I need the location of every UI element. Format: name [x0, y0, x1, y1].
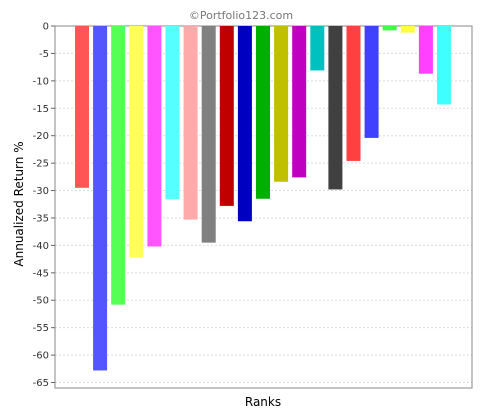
- y-tick-label: -20: [33, 131, 49, 142]
- watermark: ©Portfolio123.com: [189, 9, 293, 22]
- bar-21: [437, 26, 451, 105]
- y-tick-label: 0: [43, 22, 49, 33]
- y-axis: 0 -5 -10 -15 -20 -25 -30 -35 -40 -45 -50 -55 -60 -65: [33, 22, 55, 389]
- bar-12: [274, 26, 289, 182]
- bar-8: [201, 26, 216, 243]
- bar-15: [328, 26, 343, 190]
- y-tick-label: -45: [33, 268, 49, 279]
- bar-16: [346, 26, 361, 161]
- bar-18: [382, 26, 397, 31]
- bar-10: [237, 26, 252, 222]
- bar-4: [129, 26, 144, 258]
- y-tick-label: -35: [33, 213, 49, 224]
- bar-13: [292, 26, 307, 178]
- y-axis-title: Annualized Return %: [12, 141, 26, 266]
- bar-14: [310, 26, 325, 71]
- bar-7: [183, 26, 198, 220]
- x-axis-title: Ranks: [245, 395, 281, 409]
- bar-19: [400, 26, 415, 33]
- bar-20: [418, 26, 433, 74]
- y-tick-label: -15: [33, 104, 49, 115]
- bar-2: [93, 26, 108, 371]
- y-tick-label: -65: [33, 378, 49, 389]
- y-tick-label: -25: [33, 159, 49, 170]
- bar-1: [75, 26, 89, 188]
- y-tick-label: -55: [33, 323, 49, 334]
- bar-3: [111, 26, 126, 305]
- bar-11: [256, 26, 270, 199]
- y-tick-label: -50: [33, 296, 49, 307]
- y-tick-label: -30: [33, 186, 49, 197]
- y-tick-label: -60: [33, 351, 49, 362]
- bars: [75, 26, 451, 371]
- bar-17: [364, 26, 379, 138]
- bar-5: [147, 26, 162, 247]
- bar-9: [219, 26, 234, 206]
- y-tick-label: -40: [33, 241, 49, 252]
- y-tick-label: -10: [33, 76, 49, 87]
- bar-6: [165, 26, 180, 200]
- y-tick-label: -5: [39, 49, 49, 60]
